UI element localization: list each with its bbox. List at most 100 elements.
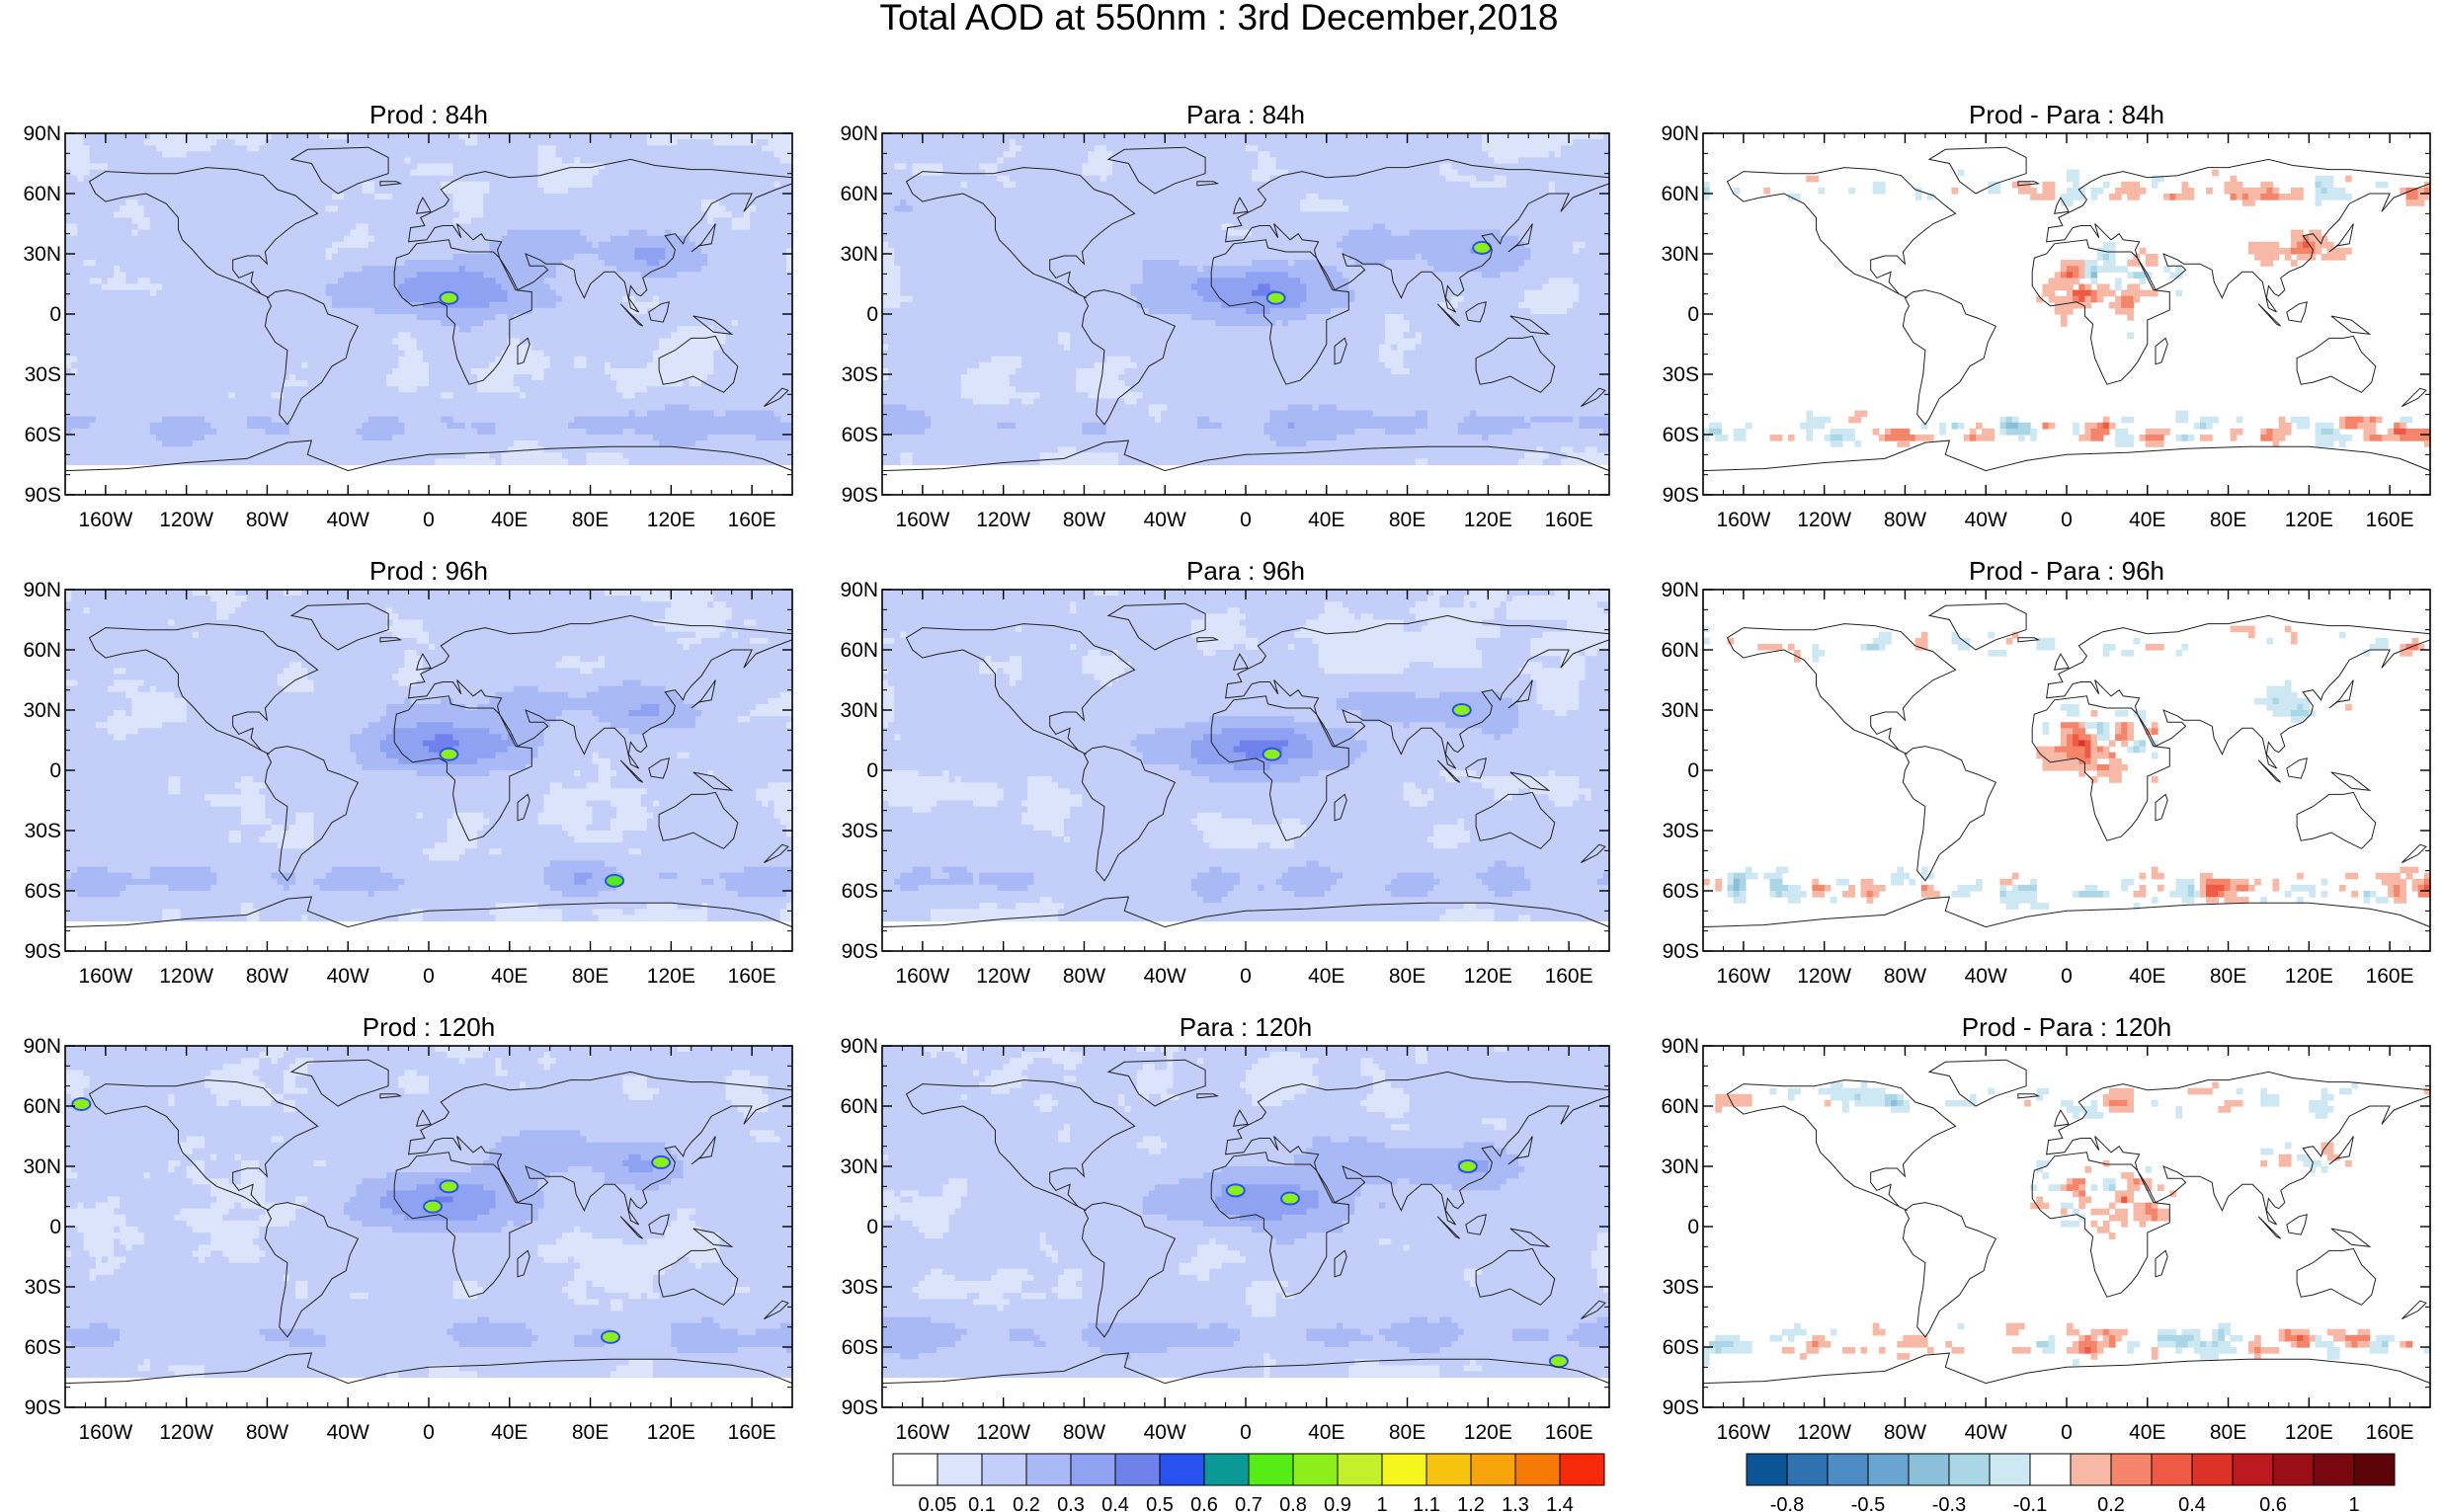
field-cell (683, 1159, 792, 1167)
field-cell (954, 1208, 1144, 1216)
field-cell (1585, 794, 1592, 802)
field-cell (1860, 1347, 1868, 1354)
field-cell (634, 295, 654, 303)
field-cell (2260, 1159, 2267, 1167)
field-cell (882, 806, 914, 814)
field-cell (882, 145, 1011, 152)
field-cell (416, 679, 623, 687)
field-cell (2309, 229, 2322, 237)
field-cell (1860, 878, 1874, 886)
field-cell (918, 770, 943, 777)
lat-tick-label: 30N (1661, 243, 1699, 266)
field-cell (906, 199, 1301, 206)
field-cell (882, 601, 1071, 608)
field-cell (489, 909, 563, 915)
field-cell (1009, 374, 1077, 381)
field-cell (1596, 878, 1609, 886)
field-cell (2108, 301, 2122, 309)
field-cell (1082, 1334, 1241, 1342)
field-cell (1482, 1365, 1609, 1372)
field-cell (2139, 247, 2147, 255)
field-cell (392, 1208, 490, 1216)
field-cell (2394, 897, 2407, 904)
field-cell (507, 295, 563, 303)
field-cell (1385, 338, 1423, 346)
field-cell (592, 752, 600, 759)
field-cell (561, 891, 600, 898)
field-cell (2175, 884, 2189, 892)
field-cell (2067, 1322, 2074, 1330)
field-cell (2290, 710, 2310, 717)
field-cell (1409, 1316, 1428, 1324)
field-cell (295, 1081, 399, 1089)
coastline (619, 759, 644, 783)
field-cell (1451, 1340, 1580, 1348)
field-cell (1585, 674, 1609, 681)
field-cell (1269, 175, 1446, 183)
field-cell (422, 625, 666, 633)
field-cell (991, 656, 1011, 663)
field-cell (1294, 842, 1434, 849)
field-cell (1300, 301, 1349, 309)
field-cell (2363, 416, 2371, 424)
field-cell (253, 903, 496, 910)
field-cell (1800, 1353, 1807, 1360)
field-cell (422, 668, 581, 675)
field-cell (156, 685, 285, 693)
field-cell (537, 1214, 679, 1222)
field-cell (1885, 428, 1892, 436)
field-cell (646, 788, 757, 795)
field-cell (464, 139, 478, 146)
field-cell (2411, 884, 2419, 892)
field-cell (398, 613, 666, 621)
field-cell (2042, 757, 2079, 765)
field-cell (2417, 194, 2430, 200)
field-cell (701, 637, 751, 645)
field-cell (174, 619, 393, 627)
field-cell (2084, 428, 2092, 436)
field-cell (143, 679, 279, 687)
field-cell (586, 824, 611, 832)
field-cell (271, 1087, 285, 1095)
field-cell (2145, 1166, 2153, 1173)
field-cell (543, 350, 654, 358)
field-cell (1542, 703, 1580, 711)
field-cell (948, 1227, 1253, 1233)
coastline (393, 1152, 532, 1298)
field-cell (707, 217, 714, 225)
field-cell (2212, 1340, 2219, 1348)
field-cell (1246, 145, 1259, 152)
field-cell (2326, 1328, 2346, 1336)
field-cell (1294, 836, 1428, 843)
field-cell (2139, 884, 2147, 892)
field-cell (520, 1081, 527, 1089)
field-cell (1027, 794, 1083, 802)
field-cell (259, 836, 315, 843)
field-cell (295, 1293, 308, 1300)
field-cell (452, 194, 484, 200)
field-cell (671, 1148, 792, 1155)
field-cell (931, 872, 950, 880)
field-cell (1524, 260, 1609, 267)
field-cell (1733, 878, 1741, 886)
field-cell (2278, 422, 2292, 430)
field-cell (89, 151, 163, 158)
field-cell (2400, 643, 2406, 651)
coastline (1436, 303, 1461, 327)
field-cell (2375, 872, 2401, 880)
field-cell (2375, 897, 2389, 904)
field-cell (489, 181, 538, 189)
field-cell (568, 458, 588, 466)
field-cell (89, 1274, 97, 1282)
lon-tick-label: 40W (1965, 965, 2007, 988)
field-cell (452, 163, 538, 171)
field-cell (2127, 746, 2134, 754)
field-cell (495, 1196, 545, 1204)
field-cell (65, 734, 115, 742)
field-cell (174, 1099, 217, 1107)
colorbar-box (2070, 1453, 2112, 1486)
field-cell (2078, 272, 2085, 279)
field-cell (2073, 728, 2085, 735)
field-cell (2199, 872, 2213, 880)
